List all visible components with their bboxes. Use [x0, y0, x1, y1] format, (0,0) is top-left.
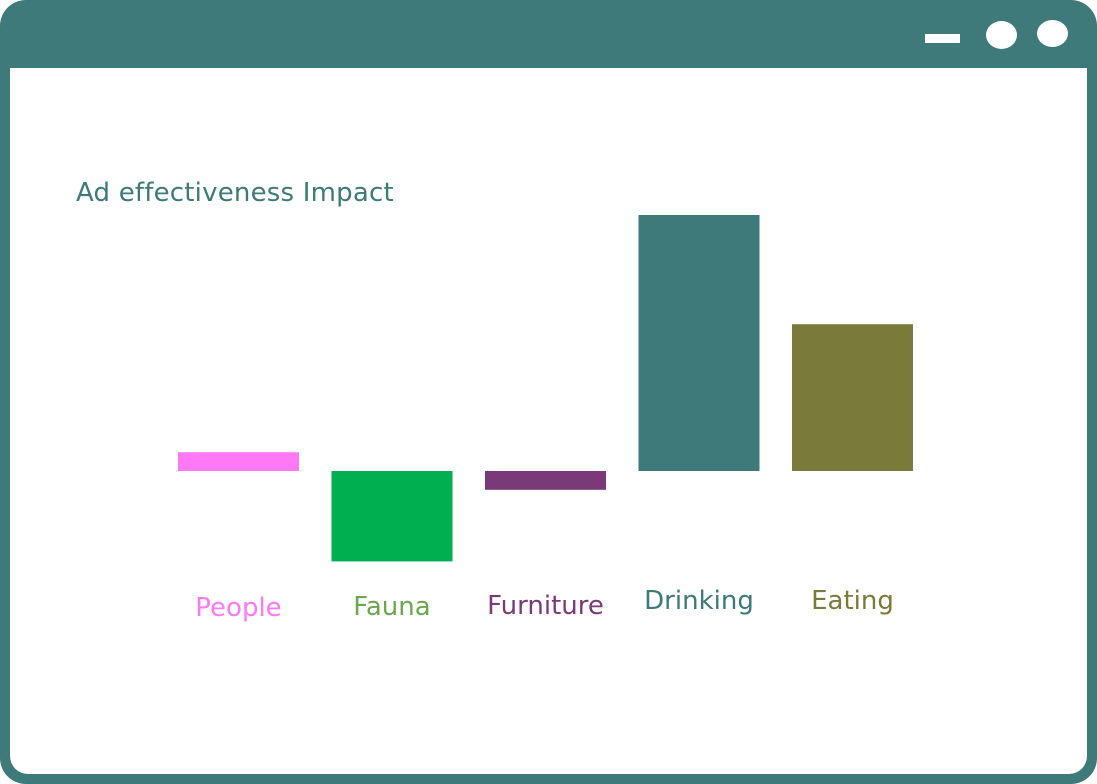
category-label-fauna: Fauna: [353, 592, 430, 622]
bar-people: [178, 452, 299, 471]
category-label-people: People: [195, 593, 281, 623]
bar-furniture: [485, 471, 606, 490]
title-bar: [0, 0, 1097, 68]
bar-drinking: [638, 215, 760, 471]
category-label-furniture: Furniture: [487, 591, 604, 621]
bar-eating: [792, 324, 913, 471]
category-label-drinking: Drinking: [644, 586, 754, 616]
chart-title: Ad effectiveness Impact: [76, 178, 394, 208]
bar-fauna: [331, 471, 453, 562]
circle-icon[interactable]: [986, 21, 1017, 49]
minimize-icon[interactable]: [925, 34, 960, 43]
circle-icon[interactable]: [1037, 20, 1068, 47]
category-label-eating: Eating: [811, 586, 894, 616]
